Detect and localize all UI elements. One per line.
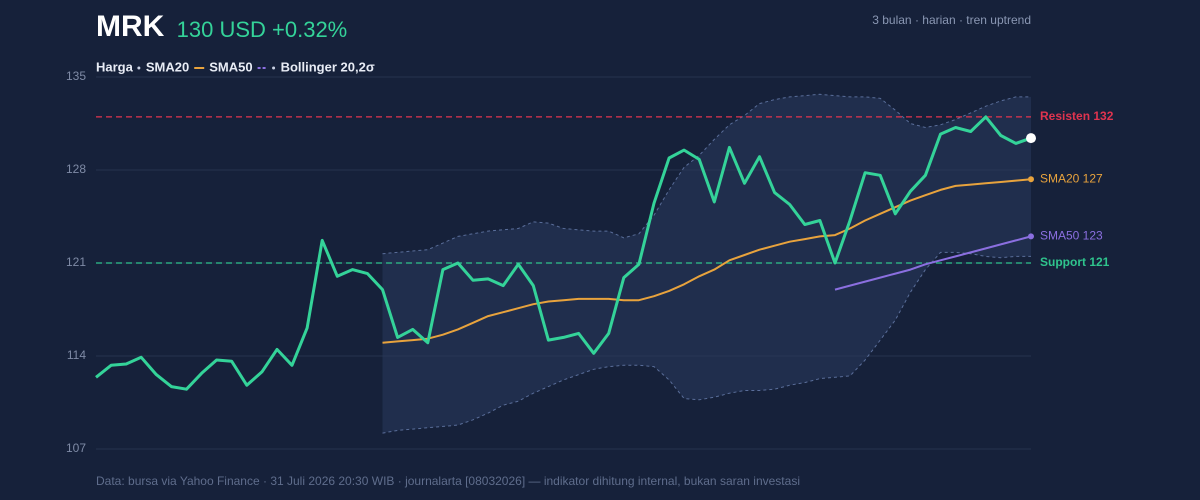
y-tick-label: 121 [66, 255, 86, 269]
legend-label: Harga [96, 59, 134, 74]
legend-separator [137, 66, 141, 70]
y-tick-label: 107 [66, 441, 86, 455]
chart-note: 3 bulan · harian · tren uptrend [872, 13, 1031, 27]
y-tick-label: 135 [66, 69, 86, 83]
bollinger-lower [382, 251, 1031, 434]
level-label: Resisten 132 [1040, 109, 1114, 123]
y-tick-label: 114 [67, 348, 86, 362]
series-line [834, 235, 1032, 291]
end-point [1028, 176, 1034, 183]
y-tick-label: 128 [66, 162, 86, 176]
footer: Data: bursa via Yahoo Finance · 31 Juli … [96, 474, 800, 488]
series-line [95, 115, 1032, 391]
bollinger-upper [382, 93, 1031, 255]
chart-subtitle: 130 USD +0.32% [177, 17, 348, 42]
legend-label: Bollinger 20,2σ [281, 59, 375, 74]
legend-separator [272, 66, 276, 70]
legend-label: SMA50 [209, 59, 252, 74]
end-point [1028, 233, 1034, 240]
last-price-dot [1026, 133, 1036, 144]
bollinger-band [382, 94, 1032, 434]
level-label: Support 121 [1040, 255, 1110, 269]
end-label: SMA50 123 [1040, 229, 1103, 243]
end-label: SMA20 127 [1040, 171, 1103, 185]
series-line [382, 178, 1032, 344]
chart-title: MRK [96, 10, 165, 43]
legend-label: SMA20 [146, 59, 189, 74]
